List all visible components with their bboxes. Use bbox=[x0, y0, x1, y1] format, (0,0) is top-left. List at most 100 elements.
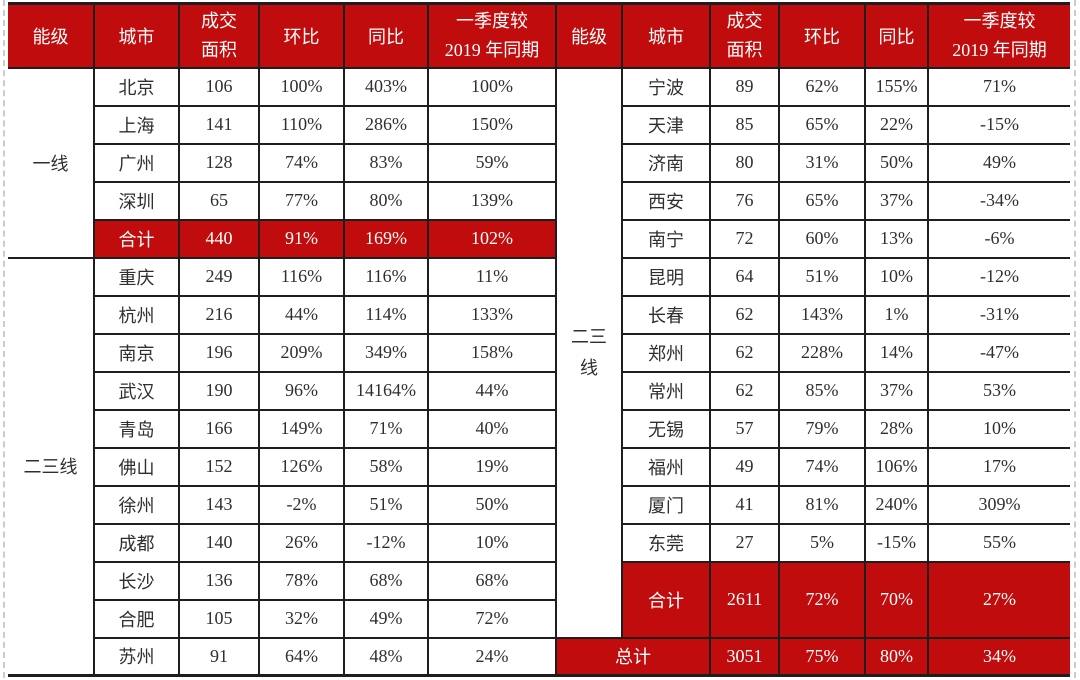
value-cell: 53% bbox=[927, 370, 1070, 411]
value-cell: 14164% bbox=[343, 370, 429, 411]
value-cell: 65% bbox=[778, 180, 866, 221]
value-cell: 26% bbox=[258, 522, 345, 563]
city-cell: 常州 bbox=[621, 370, 711, 411]
city-cell: 青岛 bbox=[93, 408, 180, 449]
value-cell: 128 bbox=[178, 142, 260, 183]
value-cell: 286% bbox=[343, 104, 429, 145]
subtotal-value-cell: 70% bbox=[864, 560, 929, 639]
value-cell: -15% bbox=[927, 104, 1070, 145]
subtotal-value-cell: 2611 bbox=[709, 560, 780, 639]
city-cell: 佛山 bbox=[93, 446, 180, 487]
subtotal-label-cell: 合计 bbox=[93, 218, 180, 259]
value-cell: 116% bbox=[343, 256, 429, 297]
city-cell: 无锡 bbox=[621, 408, 711, 449]
city-cell: 东莞 bbox=[621, 522, 711, 563]
city-cell: 武汉 bbox=[93, 370, 180, 411]
value-cell: 77% bbox=[258, 180, 345, 221]
value-cell: 49% bbox=[927, 142, 1070, 183]
value-cell: 140 bbox=[178, 522, 260, 563]
value-cell: 143 bbox=[178, 484, 260, 525]
city-cell: 成都 bbox=[93, 522, 180, 563]
tier-cell-tier23-right: 二三线 bbox=[555, 66, 623, 639]
value-cell: 228% bbox=[778, 332, 866, 373]
header-row: 能级 城市 成交 面积 环比 同比 一季度较 2019 年同期 能级 城市 成交 面积… bbox=[8, 2, 1070, 69]
value-cell: 110% bbox=[258, 104, 345, 145]
value-cell: 55% bbox=[927, 522, 1070, 563]
value-cell: 240% bbox=[864, 484, 929, 525]
table-row: 徐州 143 -2% 51% 50% 厦门 41 81% 240% 309% bbox=[8, 484, 1070, 525]
city-cell: 福州 bbox=[621, 446, 711, 487]
value-cell: 249 bbox=[178, 256, 260, 297]
value-cell: 166 bbox=[178, 408, 260, 449]
city-cell: 济南 bbox=[621, 142, 711, 183]
value-cell: 40% bbox=[427, 408, 557, 449]
subtotal-value-cell: 440 bbox=[178, 218, 260, 259]
value-cell: 133% bbox=[427, 294, 557, 335]
value-cell: 105 bbox=[178, 598, 260, 639]
value-cell: 14% bbox=[864, 332, 929, 373]
value-cell: 50% bbox=[427, 484, 557, 525]
value-cell: 196 bbox=[178, 332, 260, 373]
value-cell: 41 bbox=[709, 484, 780, 525]
table-row: 成都 140 26% -12% 10% 东莞 27 5% -15% 55% bbox=[8, 522, 1070, 563]
value-cell: -2% bbox=[258, 484, 345, 525]
value-cell: 74% bbox=[258, 142, 345, 183]
value-cell: 106 bbox=[178, 66, 260, 107]
value-cell: 37% bbox=[864, 370, 929, 411]
subtotal-value-cell: 169% bbox=[343, 218, 429, 259]
value-cell: 89 bbox=[709, 66, 780, 107]
value-cell: 50% bbox=[864, 142, 929, 183]
tier-cell-tier1: 一线 bbox=[8, 66, 95, 259]
value-cell: 58% bbox=[343, 446, 429, 487]
header-vs-2019-right: 一季度较 2019 年同期 bbox=[927, 2, 1070, 69]
table-row: 上海 141 110% 286% 150% 天津 85 65% 22% -15% bbox=[8, 104, 1070, 145]
grand-total-value-cell: 80% bbox=[864, 636, 929, 677]
header-city-right: 城市 bbox=[621, 2, 711, 69]
city-cell: 深圳 bbox=[93, 180, 180, 221]
table-row: 青岛 166 149% 71% 40% 无锡 57 79% 28% 10% bbox=[8, 408, 1070, 449]
value-cell: 158% bbox=[427, 332, 557, 373]
value-cell: 24% bbox=[427, 636, 557, 677]
value-cell: 68% bbox=[427, 560, 557, 601]
city-cell: 厦门 bbox=[621, 484, 711, 525]
grand-total-value-cell: 34% bbox=[927, 636, 1070, 677]
grand-total-value-cell: 75% bbox=[778, 636, 866, 677]
header-yoy-right: 同比 bbox=[864, 2, 929, 69]
value-cell: 85 bbox=[709, 104, 780, 145]
header-yoy-left: 同比 bbox=[343, 2, 429, 69]
header-city-left: 城市 bbox=[93, 2, 180, 69]
city-cell: 西安 bbox=[621, 180, 711, 221]
grand-total-label-cell: 总计 bbox=[555, 636, 711, 677]
value-cell: 116% bbox=[258, 256, 345, 297]
city-cell: 杭州 bbox=[93, 294, 180, 335]
table-row: 佛山 152 126% 58% 19% 福州 49 74% 106% 17% bbox=[8, 446, 1070, 487]
value-cell: -34% bbox=[927, 180, 1070, 221]
table-row: 一线 北京 106 100% 403% 100% 二三线 宁波 89 62% 1… bbox=[8, 66, 1070, 639]
value-cell: 37% bbox=[864, 180, 929, 221]
subtotal-label-cell: 合计 bbox=[621, 560, 711, 639]
subtotal-value-cell: 91% bbox=[258, 218, 345, 259]
value-cell: 32% bbox=[258, 598, 345, 639]
table-row: 长沙 136 78% 68% 68% 合计 2611 72% 70% 27% bbox=[8, 560, 1070, 639]
city-cell: 南宁 bbox=[621, 218, 711, 259]
value-cell: 57 bbox=[709, 408, 780, 449]
value-cell: 65 bbox=[178, 180, 260, 221]
value-cell: 49 bbox=[709, 446, 780, 487]
header-transaction-area-right: 成交 面积 bbox=[709, 2, 780, 69]
value-cell: 62 bbox=[709, 332, 780, 373]
value-cell: 51% bbox=[343, 484, 429, 525]
table-row: 合肥 105 32% 49% 72% bbox=[8, 598, 1070, 639]
value-cell: 59% bbox=[427, 142, 557, 183]
value-cell: 10% bbox=[927, 408, 1070, 449]
tier-cell-tier23-left: 二三线 bbox=[8, 256, 95, 677]
value-cell: 106% bbox=[864, 446, 929, 487]
table-row: 武汉 190 96% 14164% 44% 常州 62 85% 37% 53% bbox=[8, 370, 1070, 411]
value-cell: -47% bbox=[927, 332, 1070, 373]
city-cell: 郑州 bbox=[621, 332, 711, 373]
header-vs-2019-left: 一季度较 2019 年同期 bbox=[427, 2, 557, 69]
value-cell: 28% bbox=[864, 408, 929, 449]
value-cell: 96% bbox=[258, 370, 345, 411]
print-area-dashed-line-right bbox=[1074, 0, 1076, 678]
value-cell: 60% bbox=[778, 218, 866, 259]
